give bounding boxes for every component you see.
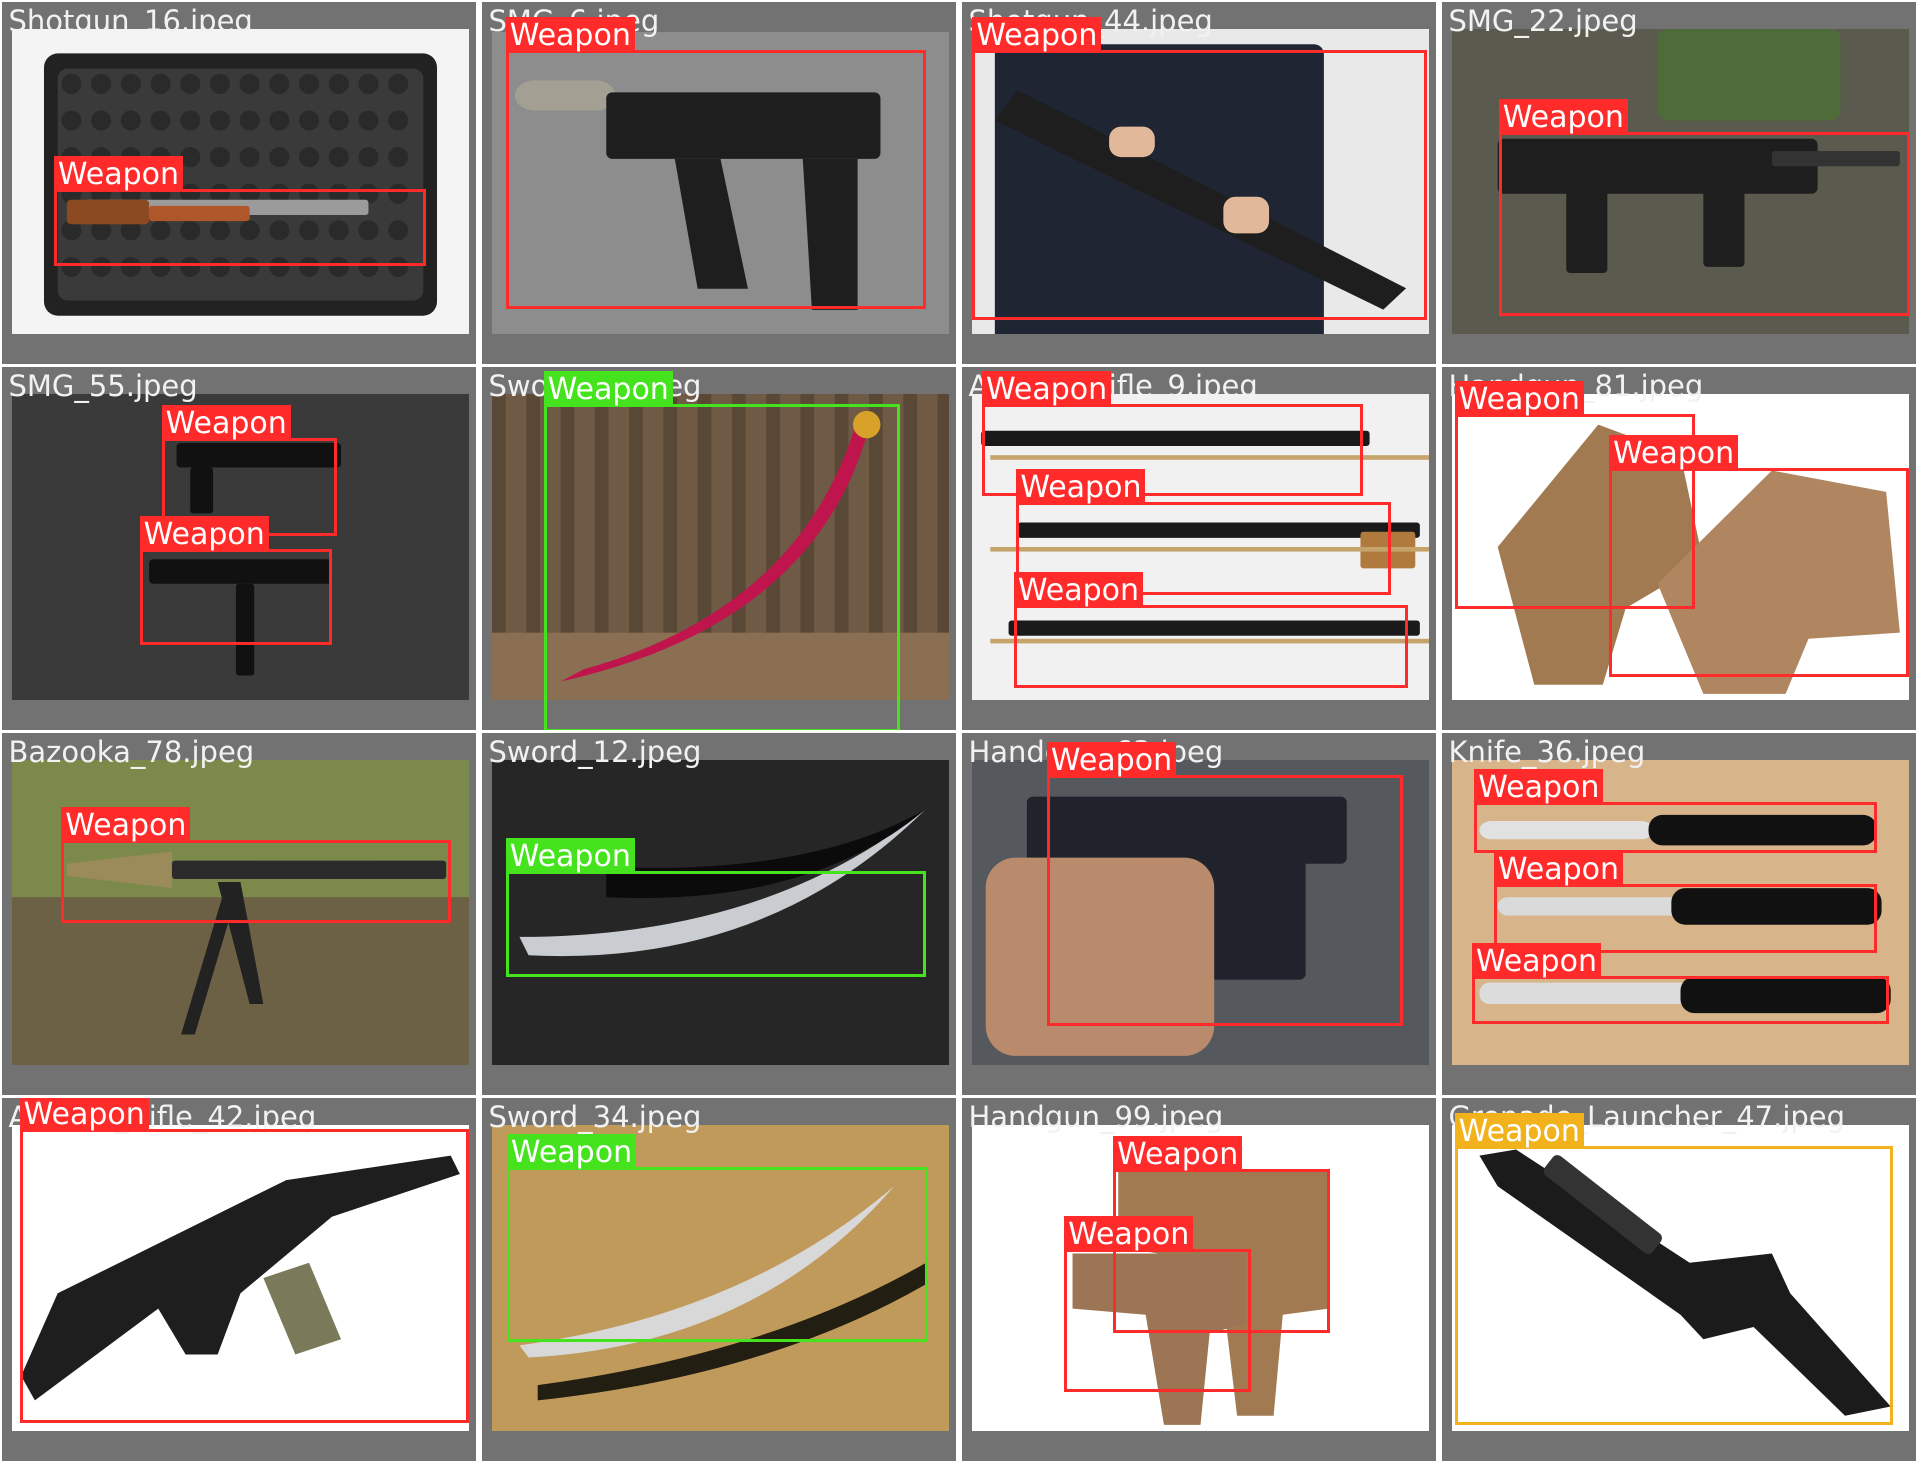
detection-label: Weapon [1113, 1136, 1243, 1173]
photo [972, 29, 1429, 335]
bounding-box: Weapon [53, 155, 427, 266]
bounding-box: Weapon [972, 17, 1427, 320]
bounding-box: Weapon [506, 1133, 929, 1343]
bounding-box: Weapon [1454, 1113, 1894, 1426]
detection-label: Weapon [505, 837, 635, 874]
bounding-box: Weapon [1498, 99, 1911, 316]
detection-label: Weapon [1471, 942, 1601, 979]
photo [1452, 1125, 1909, 1432]
photo [492, 394, 949, 701]
photo [492, 1125, 949, 1432]
detection-label: Weapon [1474, 769, 1604, 806]
image-tile: Assault_Rifle_42.jpeg Weapon [2, 1098, 477, 1461]
image-tile: Sword_34.jpeg Weapon [482, 1098, 957, 1461]
image-filename: Bazooka_78.jpeg [8, 735, 255, 770]
detection-label: Weapon [1493, 851, 1624, 888]
image-filename: SMG_22.jpeg [1448, 4, 1638, 39]
detection-label: Weapon [506, 1133, 637, 1170]
bounding-box: Weapon [543, 371, 900, 730]
bounding-box: Weapon [1474, 769, 1878, 854]
detection-label: Weapon [543, 371, 673, 408]
image-filename: Handgun_99.jpeg [968, 1100, 1224, 1135]
photo [492, 31, 949, 334]
photo [12, 29, 469, 335]
bounding-box: Weapon [1064, 1215, 1252, 1393]
bounding-box: Weapon [1454, 380, 1695, 609]
detection-label: Weapon [505, 17, 635, 54]
bounding-box: Weapon [1013, 571, 1409, 689]
bounding-box: Weapon [19, 1098, 469, 1423]
image-filename: Shotgun_16.jpeg [8, 4, 253, 39]
detection-label: Weapon [19, 1098, 149, 1132]
photo [12, 1125, 469, 1432]
bounding-box: Weapon [139, 515, 332, 646]
detection-label: Weapon [53, 155, 184, 192]
detection-label: Weapon [139, 515, 269, 552]
detection-label: Weapon [1454, 380, 1584, 417]
image-tile: Sword_12.jpeg Weapon [482, 733, 957, 1095]
bounding-box: Weapon [1608, 434, 1909, 678]
image-filename: SMG_55.jpeg [8, 369, 198, 404]
image-filename: Sword_34.jpeg [488, 1100, 702, 1135]
bounding-box: Weapon [505, 17, 926, 309]
bounding-box: Weapon [1471, 942, 1890, 1024]
photo [12, 394, 469, 701]
bounding-box: Weapon [505, 837, 926, 978]
photo [972, 394, 1429, 701]
image-tile: SMG_55.jpeg Weapon Weapon [2, 367, 477, 730]
detection-label: Weapon [1454, 1113, 1584, 1150]
bounding-box: Weapon [161, 405, 337, 537]
image-tile: Knife_36.jpeg Weapon Weapon Weapon [1442, 733, 1917, 1095]
detection-label: Weapon [61, 806, 191, 843]
photo [972, 1125, 1429, 1432]
detection-label: Weapon [1046, 742, 1177, 779]
image-tile: Grenade_Launcher_47.jpeg Weapon [1442, 1098, 1917, 1461]
image-tile: Bazooka_78.jpeg Weapon [2, 733, 477, 1095]
image-tile: Handgun_99.jpeg Weapon Weapon [962, 1098, 1437, 1461]
photo [492, 760, 949, 1066]
detection-label: Weapon [1013, 571, 1144, 608]
detection-label: Weapon [1608, 434, 1739, 471]
detection-label: Weapon [1064, 1215, 1194, 1252]
detection-label: Weapon [1016, 469, 1146, 506]
photo [1452, 29, 1909, 335]
bounding-box: Weapon [1016, 469, 1391, 596]
photo [972, 760, 1429, 1066]
image-tile: Shotgun_16.jpeg Weapon [2, 2, 477, 364]
bounding-box: Weapon [982, 371, 1363, 496]
image-filename: Sword_12.jpeg [488, 735, 702, 770]
detection-label: Weapon [972, 17, 1102, 54]
bounding-box: Weapon [1046, 742, 1404, 1027]
detection-label: Weapon [1498, 99, 1628, 136]
bounding-box: Weapon [61, 806, 451, 924]
detection-label: Weapon [982, 371, 1112, 408]
image-filename: Knife_36.jpeg [1448, 735, 1646, 770]
image-tile: Assault_Rifle_9.jpeg Weapon Weapon Weapon [962, 367, 1437, 730]
detection-label: Weapon [161, 405, 291, 442]
bounding-box: Weapon [1493, 851, 1878, 953]
photo [1452, 760, 1909, 1066]
image-tile: SMG_22.jpeg Weapon [1442, 2, 1917, 364]
